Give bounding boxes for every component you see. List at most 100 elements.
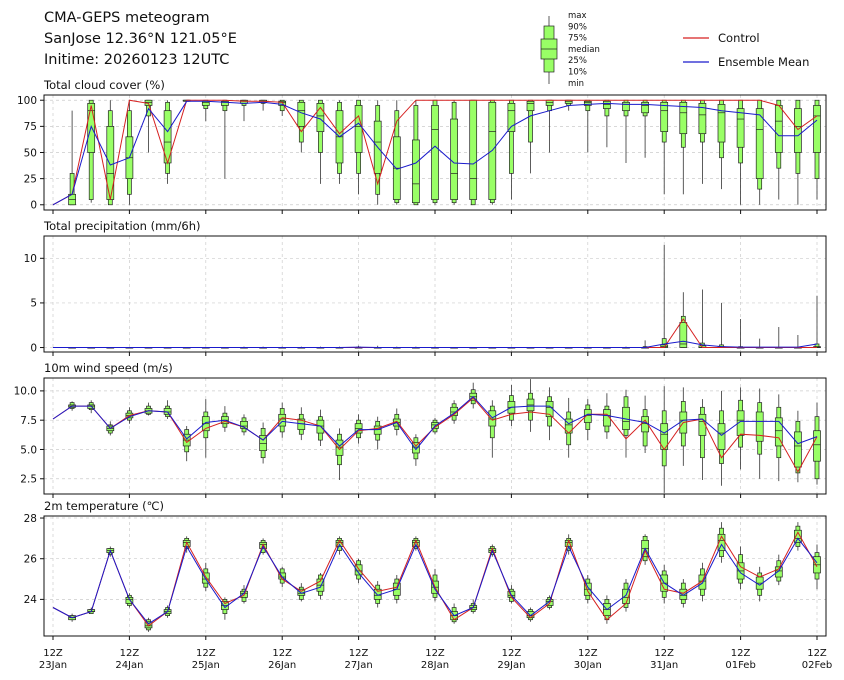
box-step-32 bbox=[660, 244, 669, 348]
box-step-32 bbox=[660, 386, 669, 493]
box-step-40 bbox=[813, 295, 821, 348]
x-tick-label-date: 27Jan bbox=[345, 660, 373, 671]
box-step-11 bbox=[259, 422, 267, 464]
box-25-75 bbox=[794, 108, 802, 153]
box-step-38 bbox=[774, 99, 783, 200]
box-step-16 bbox=[354, 414, 363, 444]
box-25-75 bbox=[813, 105, 821, 153]
box-step-28 bbox=[583, 399, 592, 441]
box-25-75 bbox=[698, 413, 707, 436]
box-25-75 bbox=[622, 101, 630, 112]
box-step-21 bbox=[450, 603, 458, 624]
box-25-75 bbox=[679, 588, 688, 600]
box-step-31 bbox=[641, 99, 649, 158]
y-tick-label: 25 bbox=[24, 173, 37, 185]
box-25-75 bbox=[717, 104, 726, 143]
x-tick-label-hour: 12Z bbox=[502, 648, 522, 659]
box-step-38 bbox=[774, 327, 783, 349]
y-tick-label: 26 bbox=[24, 554, 38, 566]
box-25-75 bbox=[507, 103, 516, 132]
x-tick-label-date: 01Feb bbox=[725, 660, 755, 671]
y-tick-label: 28 bbox=[24, 513, 37, 525]
panel-title: Total cloud cover (%) bbox=[43, 78, 165, 92]
box-25-75 bbox=[488, 410, 497, 427]
box-25-75 bbox=[583, 100, 592, 106]
box-step-39 bbox=[794, 335, 802, 349]
panel-4: 2m temperature (℃) 24 26 28 bbox=[24, 499, 827, 640]
box-step-37 bbox=[755, 388, 764, 479]
y-tick-label: 24 bbox=[24, 594, 38, 606]
panel-title: 2m temperature (℃) bbox=[44, 499, 164, 513]
box-step-9 bbox=[221, 99, 229, 179]
box-step-5 bbox=[144, 617, 153, 632]
box-step-16 bbox=[354, 558, 363, 584]
box-step-30 bbox=[622, 99, 630, 163]
ensemble-mean-line bbox=[52, 100, 818, 206]
box-step-13 bbox=[297, 99, 306, 153]
control-line bbox=[52, 397, 818, 473]
box-step-36 bbox=[736, 99, 745, 205]
y-tick-label: 10.0 bbox=[14, 386, 37, 398]
box-25-75 bbox=[698, 103, 707, 135]
box-25-75 bbox=[221, 100, 229, 106]
box-step-36 bbox=[736, 387, 745, 470]
box-25-75 bbox=[755, 108, 764, 179]
box-step-22 bbox=[469, 382, 478, 409]
y-tick-label: 0 bbox=[30, 200, 37, 212]
box-step-22 bbox=[469, 99, 478, 206]
control-line bbox=[52, 531, 818, 627]
box-25-75 bbox=[774, 566, 783, 578]
box-25-75 bbox=[774, 417, 783, 447]
box-step-18 bbox=[392, 100, 401, 205]
legend-box-label: max bbox=[568, 11, 587, 21]
box-25-75 bbox=[679, 322, 688, 348]
box-25-75 bbox=[774, 105, 783, 153]
box-25-75 bbox=[794, 529, 802, 543]
box-step-32 bbox=[660, 99, 669, 195]
box-step-37 bbox=[755, 99, 764, 205]
x-tick-label-hour: 12Z bbox=[425, 648, 445, 659]
box-step-12 bbox=[278, 402, 287, 438]
box-step-40 bbox=[813, 99, 821, 200]
box-step-8 bbox=[201, 99, 210, 122]
y-tick-label: 50 bbox=[24, 147, 37, 159]
x-tick-label-hour: 12Z bbox=[120, 648, 140, 659]
box-step-14 bbox=[316, 99, 325, 184]
y-tick-label: 2.5 bbox=[20, 474, 37, 486]
box-25-75 bbox=[412, 139, 420, 204]
x-tick-label-hour: 12Z bbox=[196, 648, 216, 659]
ensemble-mean-line bbox=[53, 340, 818, 348]
y-tick-label: 5 bbox=[30, 298, 37, 310]
box-25-75 bbox=[259, 435, 267, 451]
ensemble-mean-line bbox=[52, 396, 818, 451]
x-tick-label-date: 29Jan bbox=[497, 660, 525, 671]
y-tick-label: 100 bbox=[17, 95, 37, 107]
x-tick-label-hour: 12Z bbox=[807, 648, 827, 659]
box-step-21 bbox=[450, 100, 458, 205]
x-tick-label-date: 24Jan bbox=[115, 660, 143, 671]
y-tick-label: 0 bbox=[30, 342, 37, 354]
box-25-75 bbox=[545, 99, 554, 106]
x-tick-label-date: 02Feb bbox=[802, 660, 832, 671]
box-25-75 bbox=[603, 100, 611, 109]
panel-title: 10m wind speed (m/s) bbox=[44, 361, 173, 375]
box-step-34 bbox=[698, 99, 707, 184]
box-step-19 bbox=[412, 100, 420, 206]
box-step-39 bbox=[794, 522, 802, 551]
box-step-39 bbox=[794, 410, 802, 483]
box-step-26 bbox=[545, 387, 554, 441]
box-25-75 bbox=[450, 118, 458, 200]
box-step-34 bbox=[698, 289, 707, 348]
box-step-4 bbox=[125, 593, 134, 608]
legend-line-label: Ensemble Mean bbox=[718, 55, 809, 69]
y-tick-label: 7.5 bbox=[20, 415, 37, 427]
panel-3: 10m wind speed (m/s) 2.5 5.0 7.5 10.0 bbox=[14, 361, 827, 498]
box-step-17 bbox=[373, 416, 382, 450]
box-step-24 bbox=[507, 99, 516, 200]
box-25-75 bbox=[469, 99, 478, 200]
x-tick-label-hour: 12Z bbox=[272, 648, 292, 659]
box-step-20 bbox=[431, 568, 439, 602]
box-25-75 bbox=[660, 101, 669, 132]
box-25-75 bbox=[736, 410, 745, 436]
